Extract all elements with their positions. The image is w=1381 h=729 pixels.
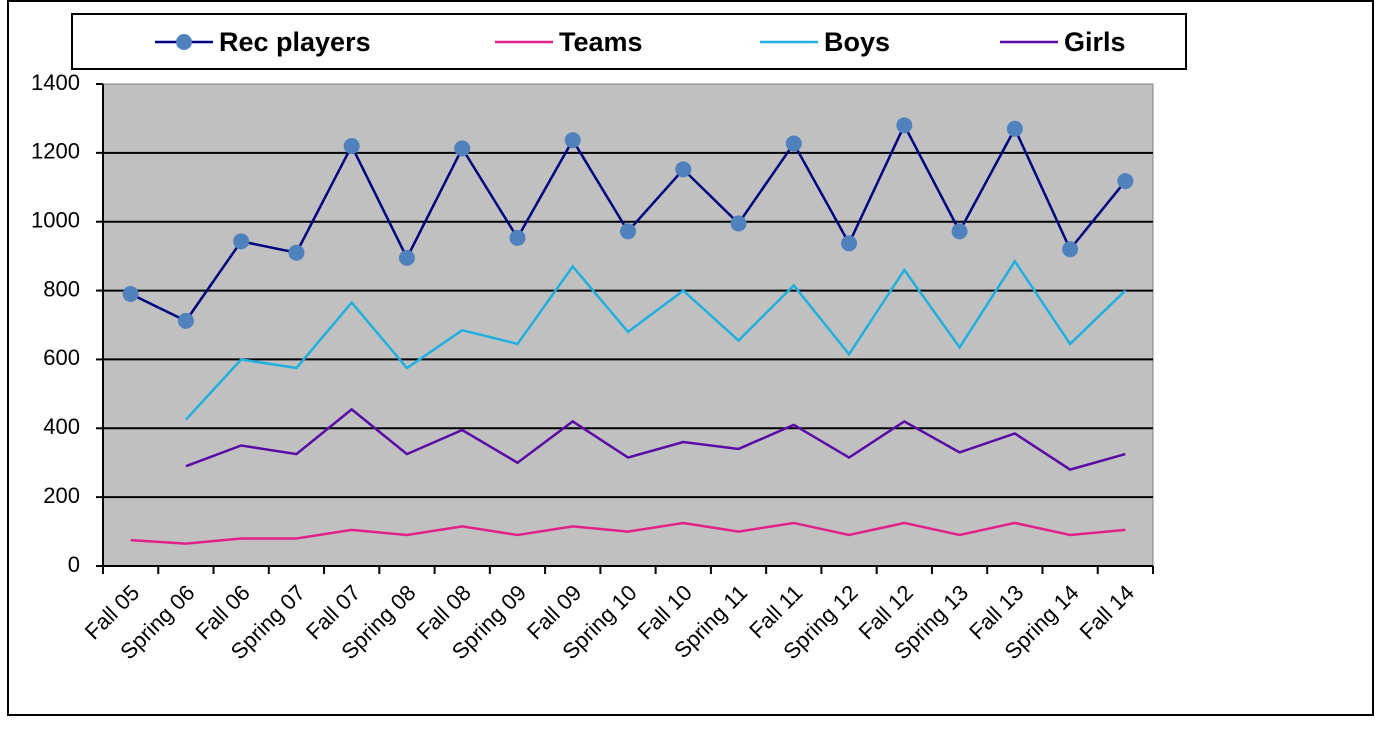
marker bbox=[177, 312, 194, 329]
marker bbox=[1006, 120, 1023, 137]
marker bbox=[620, 223, 636, 240]
marker bbox=[454, 140, 471, 157]
marker bbox=[785, 135, 802, 152]
marker bbox=[1062, 241, 1079, 258]
series-line bbox=[185, 407, 1126, 471]
plot-area bbox=[102, 83, 1154, 567]
marker bbox=[951, 223, 968, 240]
y-tick-label: 400 bbox=[43, 414, 80, 439]
y-tick-label: 600 bbox=[43, 345, 80, 370]
y-tick-label: 1200 bbox=[31, 139, 80, 164]
marker bbox=[675, 161, 692, 178]
marker bbox=[509, 229, 526, 246]
y-tick-label: 0 bbox=[68, 552, 80, 577]
marker bbox=[122, 286, 139, 303]
legend-label: Rec players bbox=[219, 27, 371, 57]
series-line bbox=[130, 521, 1126, 545]
y-tick-label: 1400 bbox=[31, 70, 80, 95]
marker bbox=[233, 233, 250, 250]
series-line bbox=[184, 259, 1127, 421]
marker bbox=[564, 132, 581, 149]
marker bbox=[730, 215, 747, 232]
marker bbox=[343, 137, 360, 154]
legend-marker bbox=[176, 34, 192, 50]
y-tick-label: 1000 bbox=[31, 208, 80, 233]
marker bbox=[841, 235, 858, 252]
marker bbox=[288, 244, 305, 261]
y-tick-label: 200 bbox=[43, 483, 80, 508]
marker bbox=[1117, 173, 1134, 190]
marker bbox=[398, 249, 415, 266]
legend-label: Teams bbox=[559, 27, 643, 57]
legend-label: Boys bbox=[824, 27, 890, 57]
marker bbox=[896, 117, 913, 134]
y-tick-label: 800 bbox=[43, 276, 80, 301]
legend-label: Girls bbox=[1064, 27, 1126, 57]
